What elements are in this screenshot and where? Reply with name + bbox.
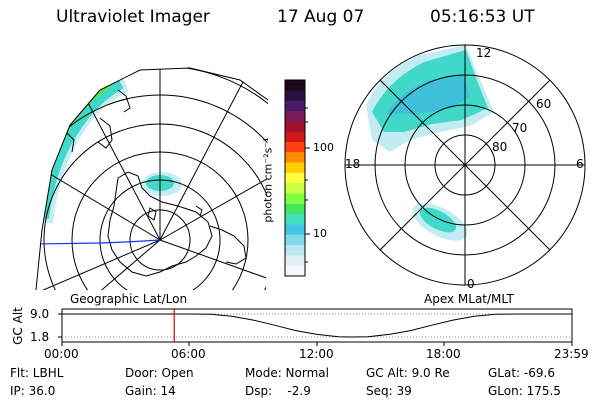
info-ip: IP: 36.0: [10, 384, 56, 398]
info-seq: Seq: 39: [366, 384, 412, 398]
colorbar-stripe: [285, 90, 305, 102]
colorbar-tick-10: 10: [313, 227, 327, 240]
colorbar-stripe: [285, 265, 305, 277]
mlt-label-0: 0: [467, 277, 475, 291]
altitude-curve: [62, 313, 572, 338]
time-label: 05:16:53 UT: [430, 7, 535, 27]
geographic-map: [35, 67, 269, 291]
colorbar-tick-100: 100: [313, 141, 334, 154]
timeline-x-label: 18:00: [426, 347, 461, 361]
colorbar-stripe: [285, 193, 305, 205]
altitude-timeline: [58, 308, 573, 346]
colorbar-stripe: [285, 214, 305, 225]
color-scale-bar: [284, 79, 310, 277]
timeline-x-label: 00:00: [44, 347, 79, 361]
timeline-y-label-low: 1.8: [30, 330, 50, 344]
timeline-x-label: 12:00: [299, 347, 334, 361]
colorbar-stripe: [285, 110, 305, 122]
colorbar-stripe: [285, 80, 305, 91]
colorbar-stripe: [285, 172, 305, 184]
colorbar-stripe: [285, 245, 305, 256]
mlat-label-80: 80: [492, 140, 508, 154]
info-gain: Gain: 14: [125, 384, 176, 398]
info-glon: GLon: 175.5: [488, 384, 561, 398]
timeline-axis-title: GC Alt: [11, 307, 25, 345]
colorbar-stripe: [285, 203, 305, 215]
mlt-label-12: 12: [476, 46, 492, 60]
colorbar-stripe: [285, 234, 305, 246]
mlt-label-18: 18: [345, 157, 361, 171]
apex-panel-label: Apex MLat/MLT: [424, 292, 514, 306]
colorbar-stripe: [285, 100, 305, 112]
info-gc-alt: GC Alt: 9.0 Re: [366, 366, 450, 380]
mlat-label-60: 60: [536, 97, 552, 111]
colorbar-stripe: [285, 131, 305, 143]
timeline-x-label: 06:00: [171, 347, 206, 361]
mlt-label-6: 6: [576, 157, 584, 171]
colorbar-stripe: [285, 224, 305, 236]
colorbar-stripe: [285, 162, 305, 174]
mlat-label-70: 70: [512, 121, 528, 135]
date-label: 17 Aug 07: [277, 7, 365, 27]
timeline-x-label: 23:59: [554, 347, 589, 361]
info-glat: GLat: -69.6: [488, 366, 555, 380]
info-dsp: Dsp: -2.9: [245, 384, 311, 398]
colorbar-stripe: [285, 255, 305, 267]
geographic-panel-label: Geographic Lat/Lon: [70, 292, 188, 306]
apex-polar-map: [344, 44, 586, 286]
colorbar-stripe: [285, 152, 305, 164]
info-door: Door: Open: [125, 366, 194, 380]
info-mode: Mode: Normal: [245, 366, 329, 380]
info-filter: Flt: LBHL: [10, 366, 64, 380]
colorbar-stripe: [285, 141, 305, 153]
colorbar-unit-label: photon cm⁻²s⁻¹: [261, 137, 275, 223]
timeline-y-label-high: 9.0: [30, 307, 50, 321]
colorbar-stripe: [285, 183, 305, 194]
instrument-title: Ultraviolet Imager: [56, 7, 210, 27]
colorbar-stripe: [285, 121, 305, 133]
